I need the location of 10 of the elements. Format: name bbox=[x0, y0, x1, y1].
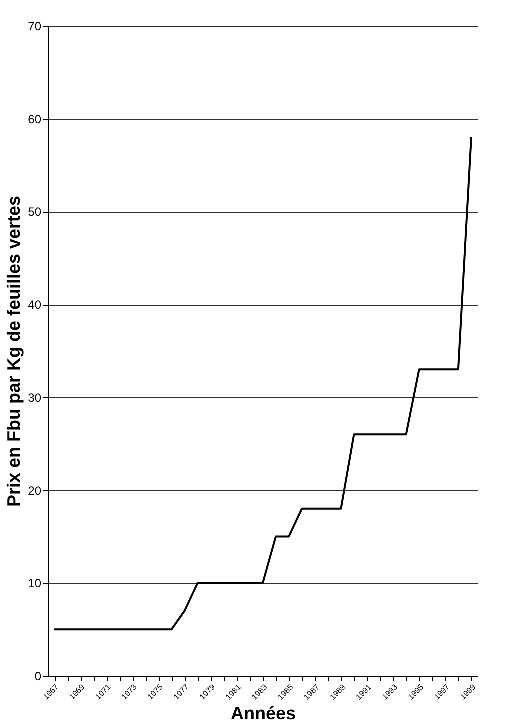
x-axis-title: Années bbox=[230, 704, 296, 724]
y-tick-label: 30 bbox=[28, 390, 42, 405]
y-tick-label: 50 bbox=[28, 205, 42, 220]
y-tick-label: 10 bbox=[28, 576, 42, 591]
y-tick-label: 20 bbox=[28, 484, 42, 498]
y-axis-title: Prix en Fbu par Kg de feuilles vertes bbox=[4, 196, 24, 508]
y-tick-label: 40 bbox=[28, 298, 42, 312]
y-tick-label: 0 bbox=[34, 670, 42, 684]
y-tick-label: 70 bbox=[28, 20, 42, 34]
y-tick-label: 60 bbox=[28, 112, 42, 126]
